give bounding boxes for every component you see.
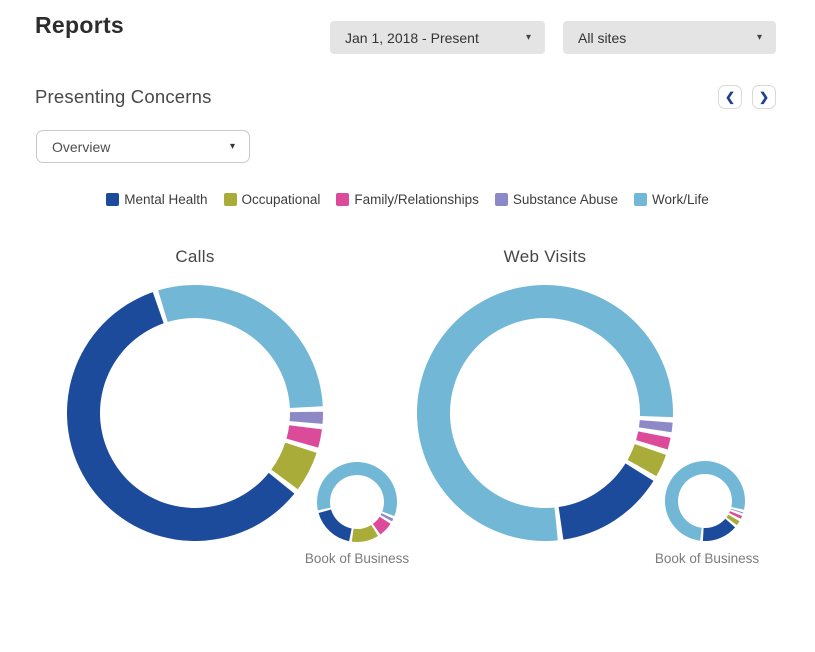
calls-book-of-business-label: Book of Business <box>304 551 410 566</box>
legend-label: Work/Life <box>651 192 709 207</box>
legend-item-work-life[interactable]: Work/Life <box>633 192 709 207</box>
caret-down-icon: ▾ <box>229 141 235 152</box>
caret-down-icon: ▾ <box>756 32 762 43</box>
legend-swatch-occupational <box>223 193 237 206</box>
slice-mental-health[interactable] <box>558 463 654 540</box>
web-visits-donut-chart[interactable] <box>417 285 673 541</box>
slice-work-life[interactable] <box>665 460 746 541</box>
chevron-right-icon: ❯ <box>758 90 770 104</box>
slice-substance-abuse[interactable] <box>380 513 394 522</box>
legend-label: Family/Relationships <box>354 192 479 207</box>
caret-down-icon: ▾ <box>525 32 531 43</box>
chart-legend: Mental Health Occupational Family/Relati… <box>0 192 815 207</box>
slice-work-life[interactable] <box>316 462 397 517</box>
next-report-button[interactable]: ❯ <box>752 85 776 109</box>
site-filter-dropdown[interactable]: All sites ▾ <box>563 21 776 54</box>
web-visits-book-of-business-label: Book of Business <box>654 551 760 566</box>
legend-label: Mental Health <box>124 192 208 207</box>
prev-report-button[interactable]: ❮ <box>718 85 742 109</box>
slice-occupational[interactable] <box>351 524 379 543</box>
slice-family-relationships[interactable] <box>729 511 743 519</box>
legend-swatch-work-life <box>633 193 647 206</box>
date-range-value: Jan 1, 2018 - Present <box>345 29 479 46</box>
slice-mental-health[interactable] <box>67 292 295 541</box>
slice-occupational[interactable] <box>627 444 666 477</box>
legend-label: Substance Abuse <box>512 192 618 207</box>
chevron-left-icon: ❮ <box>724 90 736 104</box>
slice-family-relationships[interactable] <box>286 425 322 448</box>
slice-mental-health[interactable] <box>318 509 352 542</box>
legend-label: Occupational <box>241 192 321 207</box>
report-view-select[interactable]: Overview ▾ <box>36 130 250 163</box>
legend-item-mental-health[interactable]: Mental Health <box>106 192 208 207</box>
slice-mental-health[interactable] <box>702 518 736 542</box>
slice-substance-abuse[interactable] <box>730 508 744 514</box>
legend-item-family-relationships[interactable]: Family/Relationships <box>336 192 479 207</box>
legend-swatch-mental-health <box>106 193 120 206</box>
report-view-value: Overview <box>52 138 111 155</box>
slice-occupational[interactable] <box>271 442 317 490</box>
slice-family-relationships[interactable] <box>372 516 391 535</box>
calls-book-of-business-donut[interactable] <box>315 460 399 544</box>
legend-item-substance-abuse[interactable]: Substance Abuse <box>494 192 618 207</box>
calls-donut-chart[interactable] <box>67 285 323 541</box>
legend-swatch-family-relationships <box>336 193 350 206</box>
slice-work-life[interactable] <box>158 285 323 408</box>
section-title: Presenting Concerns <box>35 86 212 107</box>
slice-substance-abuse[interactable] <box>289 411 323 424</box>
slice-family-relationships[interactable] <box>636 431 671 450</box>
web-visits-book-of-business-donut[interactable] <box>663 459 747 543</box>
calls-chart-title: Calls <box>175 247 215 266</box>
date-range-dropdown[interactable]: Jan 1, 2018 - Present ▾ <box>330 21 545 54</box>
slice-substance-abuse[interactable] <box>638 420 673 433</box>
web-visits-chart-title: Web Visits <box>503 247 587 266</box>
site-filter-value: All sites <box>578 29 627 46</box>
slice-occupational[interactable] <box>726 514 740 526</box>
legend-swatch-substance-abuse <box>494 193 508 206</box>
legend-item-occupational[interactable]: Occupational <box>223 192 321 207</box>
page-title: Reports <box>35 12 125 38</box>
